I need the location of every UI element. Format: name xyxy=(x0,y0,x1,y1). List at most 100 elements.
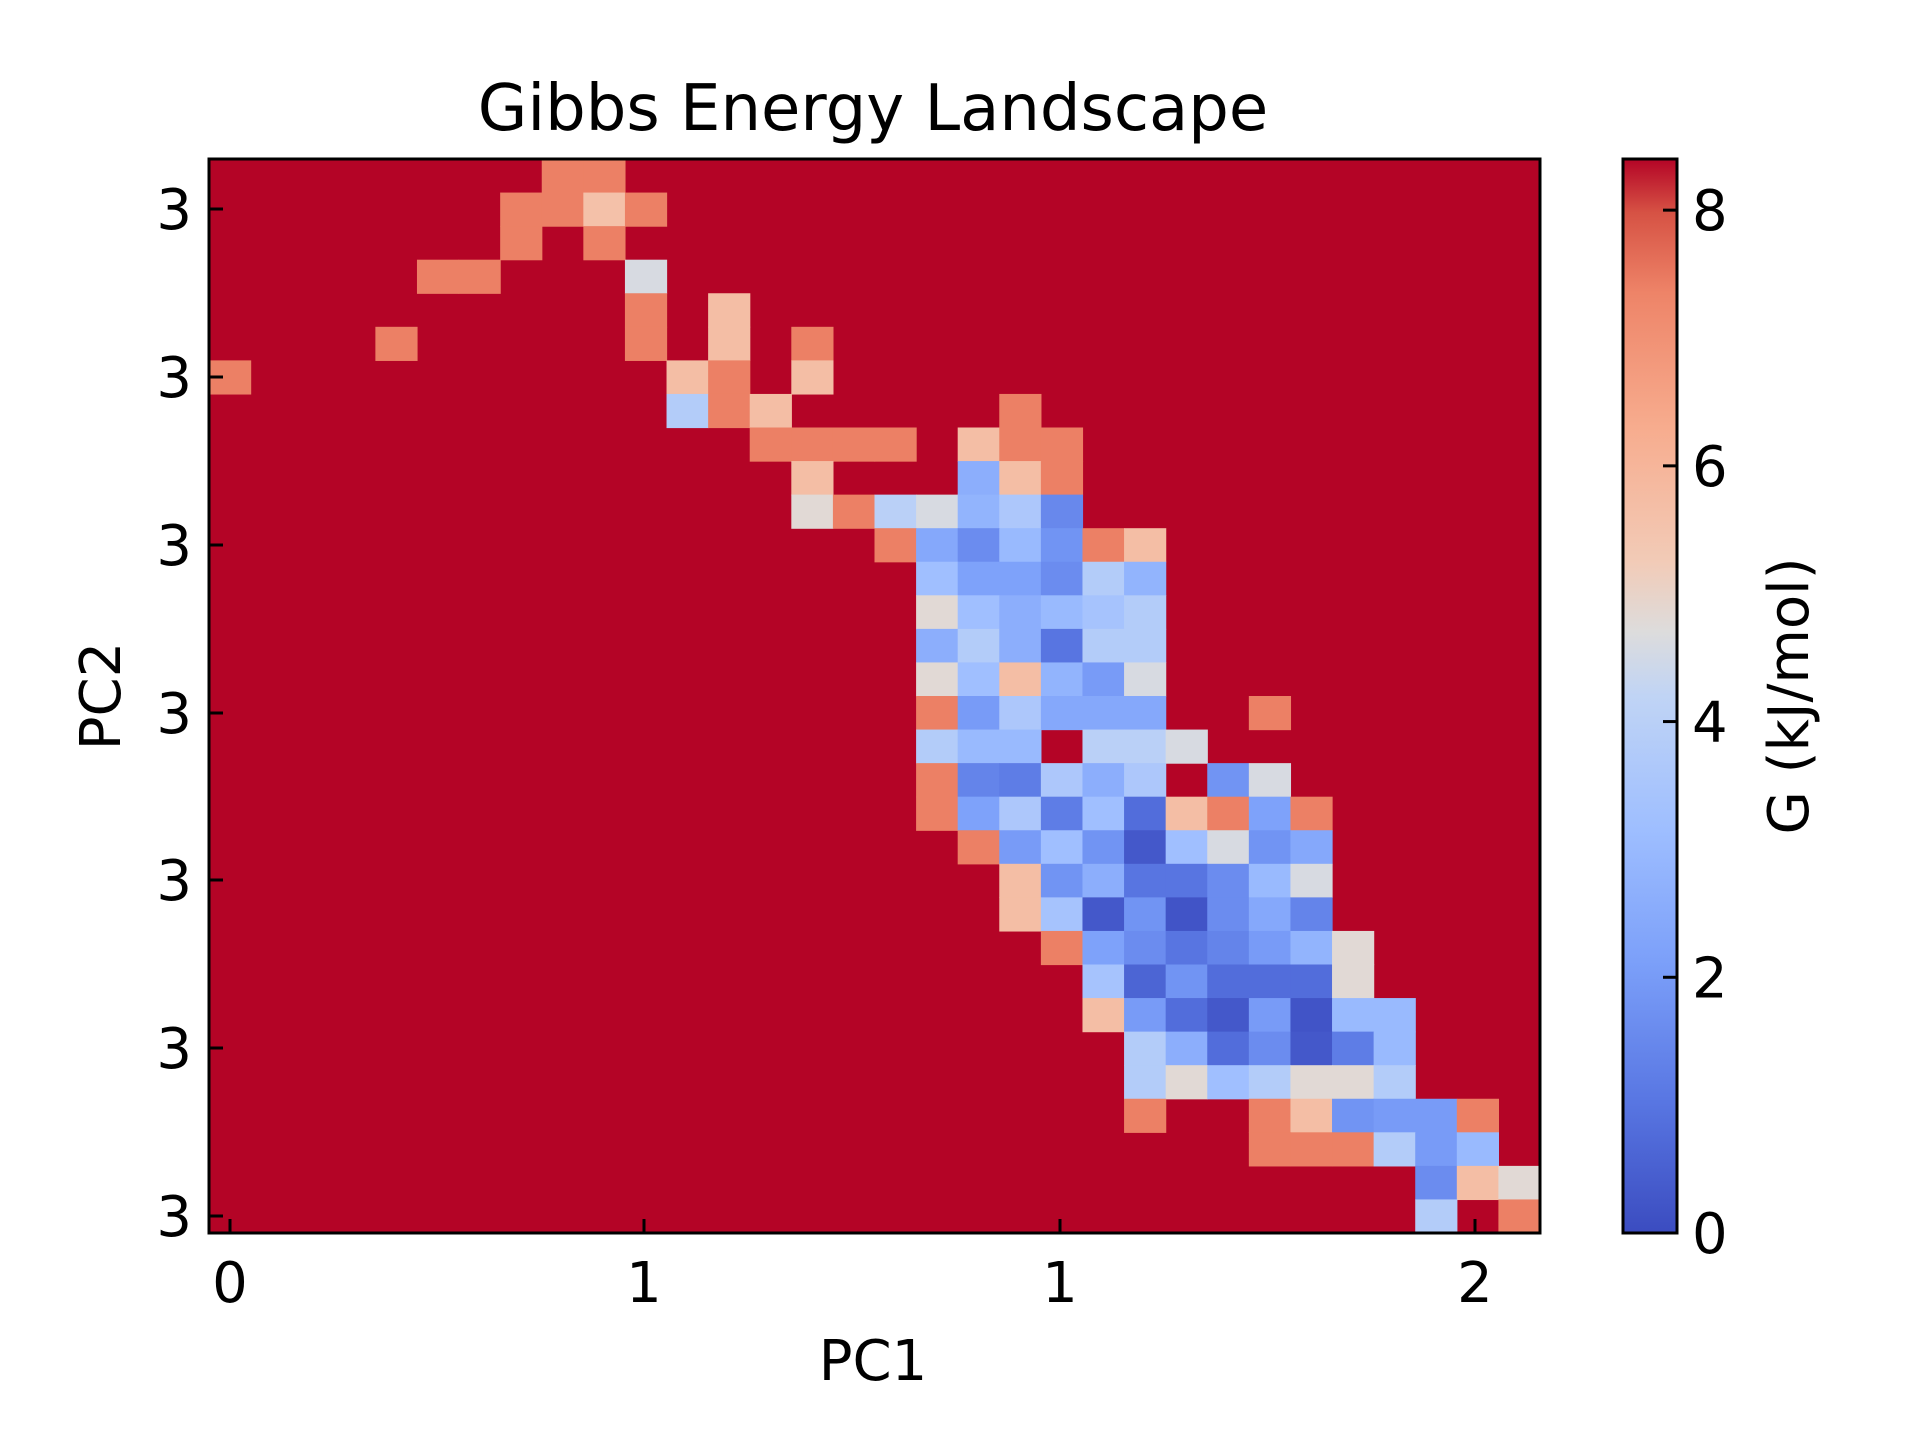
x-tick-label: 1 xyxy=(626,1251,662,1316)
heatmap-cell xyxy=(1040,696,1084,731)
heatmap-cell xyxy=(1040,796,1084,831)
heatmap-cell xyxy=(1290,1132,1333,1167)
heatmap-cell xyxy=(916,528,959,563)
colorbar-tick-label: 0 xyxy=(1692,1202,1728,1267)
heatmap-cell xyxy=(999,628,1042,664)
y-axis-ticks: 3 3 3 3 3 3 3 xyxy=(156,178,223,1250)
heatmap-cell xyxy=(791,494,834,529)
heatmap-cell xyxy=(957,494,1000,529)
heatmap-cell xyxy=(999,763,1042,798)
heatmap-cell xyxy=(583,226,626,261)
heatmap-cell xyxy=(999,427,1042,462)
heatmap-cell xyxy=(957,763,1000,798)
heatmap-cell xyxy=(1124,763,1167,798)
y-tick-label: 3 xyxy=(156,178,192,243)
heatmap-cell xyxy=(1290,830,1333,865)
heatmap-cell xyxy=(1082,998,1125,1033)
heatmap-cell xyxy=(583,192,626,227)
heatmap-cell xyxy=(1207,1065,1250,1100)
heatmap-cell xyxy=(375,326,418,361)
heatmap-cell xyxy=(1207,1031,1250,1066)
heatmap-plot-area xyxy=(209,159,1541,1234)
heatmap-cell xyxy=(1124,930,1167,966)
heatmap-cell xyxy=(999,696,1042,731)
heatmap-cell xyxy=(957,696,1000,731)
heatmap-cell xyxy=(666,360,709,395)
heatmap-cell xyxy=(1290,998,1333,1033)
heatmap-cell xyxy=(916,729,959,764)
heatmap-cell xyxy=(1165,930,1208,966)
heatmap-cell xyxy=(1248,930,1292,966)
colorbar-tick-label: 6 xyxy=(1692,435,1728,500)
heatmap-cell xyxy=(1082,863,1125,898)
heatmap-cell xyxy=(1082,595,1125,630)
heatmap-cell xyxy=(1248,863,1292,898)
heatmap-cell xyxy=(1456,1098,1499,1133)
y-axis-label: PC2 xyxy=(69,642,134,751)
heatmap-cell xyxy=(1082,897,1125,932)
heatmap-cell xyxy=(999,461,1042,496)
heatmap-cell xyxy=(916,662,959,697)
x-tick-label: 0 xyxy=(212,1251,248,1316)
heatmap-cell xyxy=(957,528,1000,563)
heatmap-cell xyxy=(916,628,959,664)
heatmap-cell xyxy=(1165,796,1208,831)
heatmap-cell xyxy=(999,897,1042,932)
x-axis-ticks: 0 1 1 2 xyxy=(212,1219,1493,1316)
y-tick-label: 3 xyxy=(156,849,192,914)
heatmap-cell xyxy=(1124,998,1167,1033)
heatmap-cell xyxy=(874,528,917,563)
heatmap-cell xyxy=(708,326,751,361)
heatmap-cell xyxy=(1082,763,1125,798)
heatmap-cell xyxy=(1415,1199,1458,1234)
colorbar xyxy=(1623,159,1677,1233)
heatmap-cell xyxy=(916,696,959,731)
heatmap-cell xyxy=(1498,1165,1541,1201)
heatmap-cell xyxy=(1332,964,1375,999)
heatmap-cell xyxy=(1290,1031,1333,1066)
heatmap-cell xyxy=(708,360,751,395)
heatmap-cell xyxy=(1290,1098,1333,1133)
heatmap-cell xyxy=(1207,930,1250,966)
heatmap-cell xyxy=(1124,729,1167,764)
y-tick-label: 3 xyxy=(156,1185,192,1250)
heatmap-cell xyxy=(1165,964,1208,999)
heatmap-cell xyxy=(1124,528,1167,563)
y-tick-label: 3 xyxy=(156,682,192,747)
heatmap-cell xyxy=(874,427,917,462)
x-axis-label: PC1 xyxy=(819,1329,928,1394)
heatmap-cell xyxy=(1082,930,1125,966)
heatmap-cell xyxy=(1165,863,1208,898)
heatmap-cell xyxy=(1040,763,1084,798)
heatmap-cell xyxy=(957,628,1000,664)
heatmap-cell xyxy=(1040,930,1084,966)
heatmap-cell xyxy=(1082,561,1125,596)
colorbar-tick-label: 8 xyxy=(1692,179,1728,244)
heatmap-cell xyxy=(1415,1165,1458,1201)
heatmap-cell xyxy=(916,763,959,798)
colorbar-tick-label: 2 xyxy=(1692,946,1728,1011)
heatmap-cell xyxy=(624,293,668,328)
heatmap-cell xyxy=(666,393,709,429)
heatmap-cell xyxy=(1248,763,1292,798)
heatmap-cell xyxy=(1124,897,1167,932)
y-tick-label: 3 xyxy=(156,514,192,579)
heatmap-cell xyxy=(541,192,584,227)
heatmap-cell xyxy=(1165,897,1208,932)
heatmap-cell xyxy=(957,729,1000,764)
colorbar-frame xyxy=(1621,157,1679,1235)
heatmap-cell xyxy=(1248,1098,1292,1133)
heatmap-cell xyxy=(1165,729,1208,764)
heatmap-cell xyxy=(1207,763,1250,798)
heatmap-cell xyxy=(1207,964,1250,999)
heatmap-cell xyxy=(1082,696,1125,731)
heatmap-cell xyxy=(1082,628,1125,664)
heatmap-cell xyxy=(1207,830,1250,865)
heatmap-cell xyxy=(1290,863,1333,898)
heatmap-cell xyxy=(1290,930,1333,966)
heatmap-cell xyxy=(1040,863,1084,898)
heatmap-cell xyxy=(1248,1065,1292,1100)
heatmap-cell xyxy=(957,461,1000,496)
heatmap-cell xyxy=(957,595,1000,630)
